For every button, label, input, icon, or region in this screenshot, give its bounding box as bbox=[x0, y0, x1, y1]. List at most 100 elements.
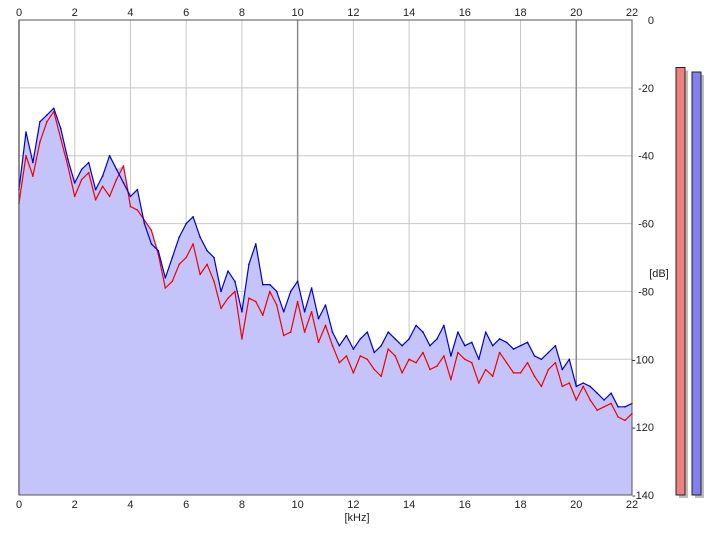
data-point bbox=[359, 338, 362, 340]
y-tick-label: -20 bbox=[638, 83, 654, 95]
data-point bbox=[519, 372, 522, 374]
data-point bbox=[234, 280, 236, 283]
x-tick-labels-bottom: 0 2 4 6 8 10 12 14 16 18 20 22 bbox=[16, 499, 638, 511]
series-1 bbox=[18, 110, 633, 422]
data-point bbox=[443, 355, 445, 357]
data-point bbox=[464, 358, 466, 361]
level-meter-bar bbox=[691, 71, 702, 496]
data-point bbox=[568, 358, 571, 361]
data-point bbox=[338, 361, 341, 364]
data-point bbox=[80, 168, 83, 171]
data-point bbox=[561, 368, 564, 371]
data-point bbox=[108, 154, 111, 157]
data-point bbox=[220, 307, 222, 310]
x-tick-label: 4 bbox=[127, 7, 133, 19]
data-point bbox=[401, 344, 403, 347]
data-point bbox=[610, 392, 612, 395]
data-point bbox=[324, 324, 327, 327]
data-point bbox=[596, 392, 598, 395]
y-tick-label: -80 bbox=[638, 286, 654, 298]
data-point bbox=[491, 375, 494, 378]
data-point bbox=[415, 361, 417, 364]
data-point bbox=[436, 338, 438, 340]
data-point bbox=[561, 385, 564, 388]
data-point bbox=[227, 270, 229, 272]
data-point bbox=[150, 229, 153, 232]
data-point bbox=[262, 314, 264, 317]
data-point bbox=[39, 141, 41, 143]
data-point bbox=[296, 300, 299, 303]
data-point bbox=[554, 344, 557, 347]
y-tick-label: -140 bbox=[632, 490, 654, 502]
data-point bbox=[526, 361, 529, 364]
data-point bbox=[213, 256, 215, 259]
data-point bbox=[122, 165, 125, 167]
data-point bbox=[387, 348, 390, 350]
x-tick-label: 22 bbox=[626, 7, 638, 19]
data-point bbox=[53, 107, 55, 109]
data-point bbox=[303, 311, 306, 313]
data-point bbox=[310, 287, 313, 289]
data-point bbox=[101, 185, 104, 188]
data-point bbox=[248, 297, 250, 300]
data-point bbox=[303, 331, 306, 333]
data-point bbox=[338, 344, 341, 347]
data-point bbox=[519, 344, 522, 347]
data-point bbox=[32, 175, 34, 177]
data-point bbox=[248, 263, 250, 266]
data-point bbox=[73, 195, 76, 198]
x-tick-label: 18 bbox=[514, 7, 526, 19]
data-point bbox=[94, 188, 97, 191]
data-point bbox=[498, 338, 501, 340]
data-point bbox=[380, 375, 383, 378]
data-point bbox=[129, 195, 132, 198]
data-point bbox=[199, 236, 201, 238]
data-point bbox=[67, 158, 69, 160]
y-tick-labels: 0 -20 -40 -60 -80 -100 -120 -140 bbox=[632, 15, 654, 502]
data-point bbox=[352, 372, 355, 374]
x-tick-label: 0 bbox=[16, 7, 22, 19]
data-point bbox=[94, 199, 97, 201]
data-point bbox=[450, 378, 452, 381]
data-point bbox=[401, 372, 403, 374]
data-point bbox=[422, 331, 424, 333]
x-tick-label: 8 bbox=[239, 7, 245, 19]
data-point bbox=[331, 331, 334, 333]
data-point bbox=[366, 358, 369, 361]
data-point bbox=[589, 399, 591, 401]
x-tick-label: 20 bbox=[570, 499, 582, 511]
data-point bbox=[310, 311, 313, 313]
level-meter-bar bbox=[675, 67, 686, 496]
plot-border bbox=[18, 19, 633, 496]
data-point bbox=[317, 317, 320, 320]
data-point bbox=[505, 361, 508, 364]
data-point bbox=[171, 256, 174, 259]
x-tick-label: 0 bbox=[16, 499, 22, 511]
x-tick-label: 10 bbox=[292, 7, 304, 19]
data-point bbox=[206, 249, 208, 252]
data-point bbox=[269, 290, 271, 293]
x-tick-label: 16 bbox=[459, 7, 471, 19]
x-tick-label: 2 bbox=[72, 499, 78, 511]
data-point bbox=[67, 165, 69, 167]
spectrum-fill-area bbox=[19, 108, 632, 495]
data-point bbox=[136, 209, 139, 211]
data-point bbox=[255, 300, 257, 303]
data-point bbox=[25, 154, 27, 157]
x-tick-label: 14 bbox=[403, 7, 415, 19]
data-point bbox=[275, 304, 278, 306]
x-tick-label: 6 bbox=[183, 7, 189, 19]
data-point bbox=[408, 358, 410, 361]
data-point bbox=[60, 127, 62, 130]
data-point bbox=[324, 304, 327, 306]
data-point bbox=[345, 334, 348, 337]
data-point bbox=[32, 161, 34, 164]
data-point bbox=[512, 348, 515, 350]
data-point bbox=[533, 355, 536, 357]
data-point bbox=[366, 331, 369, 333]
data-point bbox=[603, 406, 605, 408]
data-point bbox=[80, 178, 83, 181]
data-point bbox=[457, 331, 459, 333]
data-point bbox=[87, 161, 90, 164]
